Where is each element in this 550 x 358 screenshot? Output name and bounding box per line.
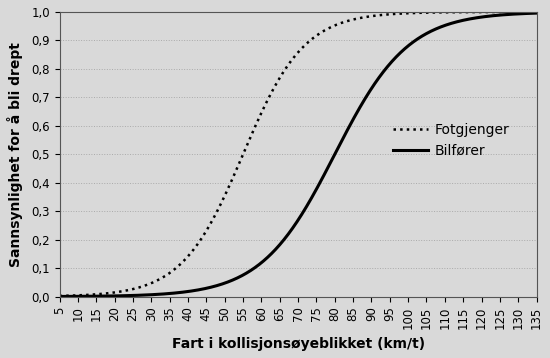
- Fotgjenger: [266, 94, 273, 98]
- Fotgjenger: [384, 12, 390, 16]
- Fotgjenger: [428, 10, 435, 15]
- Fotgjenger: [249, 130, 256, 135]
- Line: Fotgjenger: Fotgjenger: [59, 12, 537, 296]
- Bilfører: [266, 253, 273, 257]
- Bilfører: [56, 294, 63, 299]
- Bilfører: [249, 267, 256, 271]
- Fotgjenger: [105, 291, 112, 295]
- Line: Bilfører: Bilfører: [59, 13, 537, 296]
- Fotgjenger: [437, 10, 443, 15]
- Y-axis label: Sannsynlighet for å bli drept: Sannsynlighet for å bli drept: [7, 42, 23, 267]
- Legend: Fotgjenger, Bilfører: Fotgjenger, Bilfører: [388, 117, 515, 163]
- Bilfører: [428, 29, 435, 33]
- Bilfører: [384, 65, 390, 69]
- Fotgjenger: [534, 10, 540, 14]
- X-axis label: Fart i kollisjonsøyeblikket (km/t): Fart i kollisjonsøyeblikket (km/t): [172, 337, 425, 351]
- Bilfører: [105, 294, 112, 298]
- Bilfører: [534, 11, 540, 15]
- Fotgjenger: [56, 294, 63, 298]
- Bilfører: [437, 25, 443, 29]
